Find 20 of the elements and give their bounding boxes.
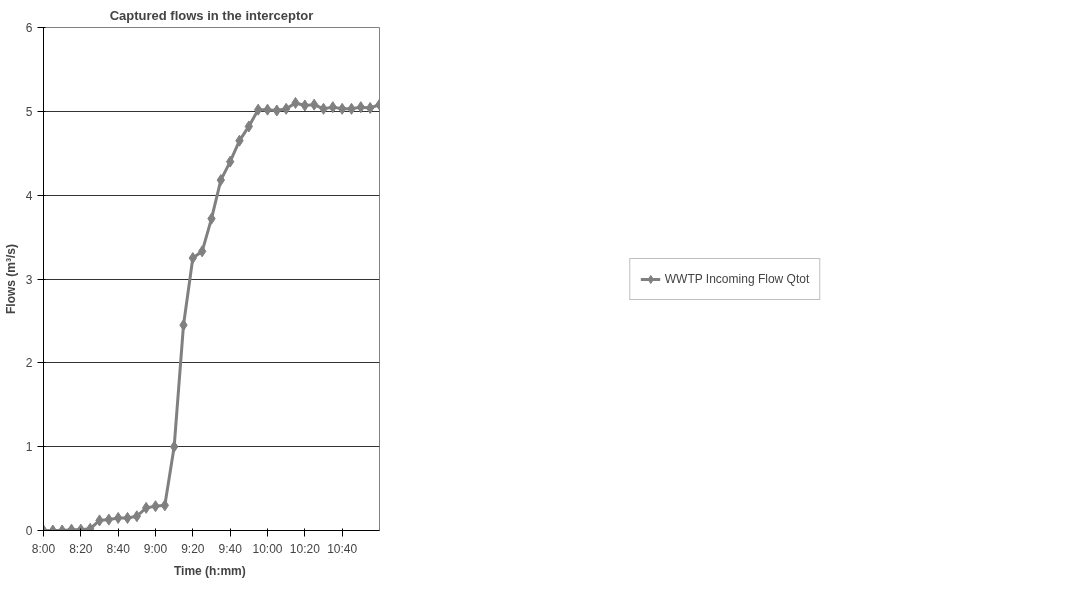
x-tick-label: 8:20 [69, 541, 93, 556]
x-tick-label: 9:40 [218, 541, 243, 556]
y-tick-label: 2 [25, 356, 33, 371]
x-tick-label: 8:00 [31, 541, 56, 556]
y-tick-label: 3 [25, 272, 33, 287]
y-tick-label: 5 [25, 104, 33, 119]
chart-title: Captured flows in the interceptor [109, 7, 314, 23]
y-tick-label: 6 [25, 21, 33, 35]
y-tick-label: 1 [25, 440, 33, 455]
x-tick-label: 10:20 [289, 541, 321, 556]
y-tick-label: 0 [25, 524, 33, 538]
x-tick-label: 10:40 [327, 541, 358, 556]
x-tick-label: 9:20 [181, 541, 205, 556]
x-tick-label: 9:00 [143, 541, 168, 556]
x-tick-label: 10:00 [252, 541, 283, 556]
y-tick-label: 4 [25, 188, 33, 203]
x-tick-label: 8:40 [106, 541, 131, 556]
x-axis-title: Time (h:mm) [173, 563, 246, 578]
legend-label: WWTP Incoming Flow Qtot [664, 271, 810, 286]
y-axis-title: Flows (m³/s) [3, 243, 18, 314]
